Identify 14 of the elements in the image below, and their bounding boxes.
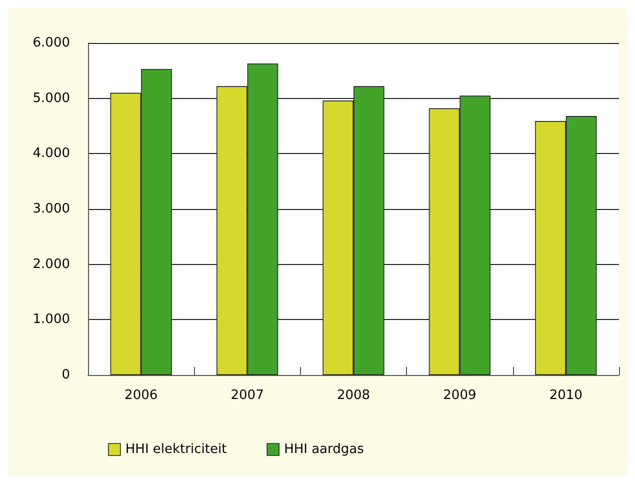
y-tick-label: 4.000 — [32, 146, 70, 162]
x-tick-label: 2006 — [124, 388, 158, 403]
legend-label: HHI elektriciteit — [125, 442, 227, 457]
y-tick-label: 3.000 — [32, 202, 70, 216]
x-tick-label: 2010 — [549, 388, 582, 403]
x-tick-label: 2007 — [230, 388, 264, 403]
y-tick-label: 2.000 — [32, 256, 70, 272]
y-tick-label: 5.000 — [32, 90, 70, 106]
x-tick-label: 2008 — [336, 388, 370, 403]
legend-label: HHI aardgas — [284, 442, 364, 457]
y-tick-label: 0 — [62, 368, 70, 382]
y-tick-label: 6.000 — [32, 36, 70, 50]
x-tick-label: 2009 — [443, 388, 476, 403]
y-tick-label: 1.000 — [32, 312, 70, 328]
